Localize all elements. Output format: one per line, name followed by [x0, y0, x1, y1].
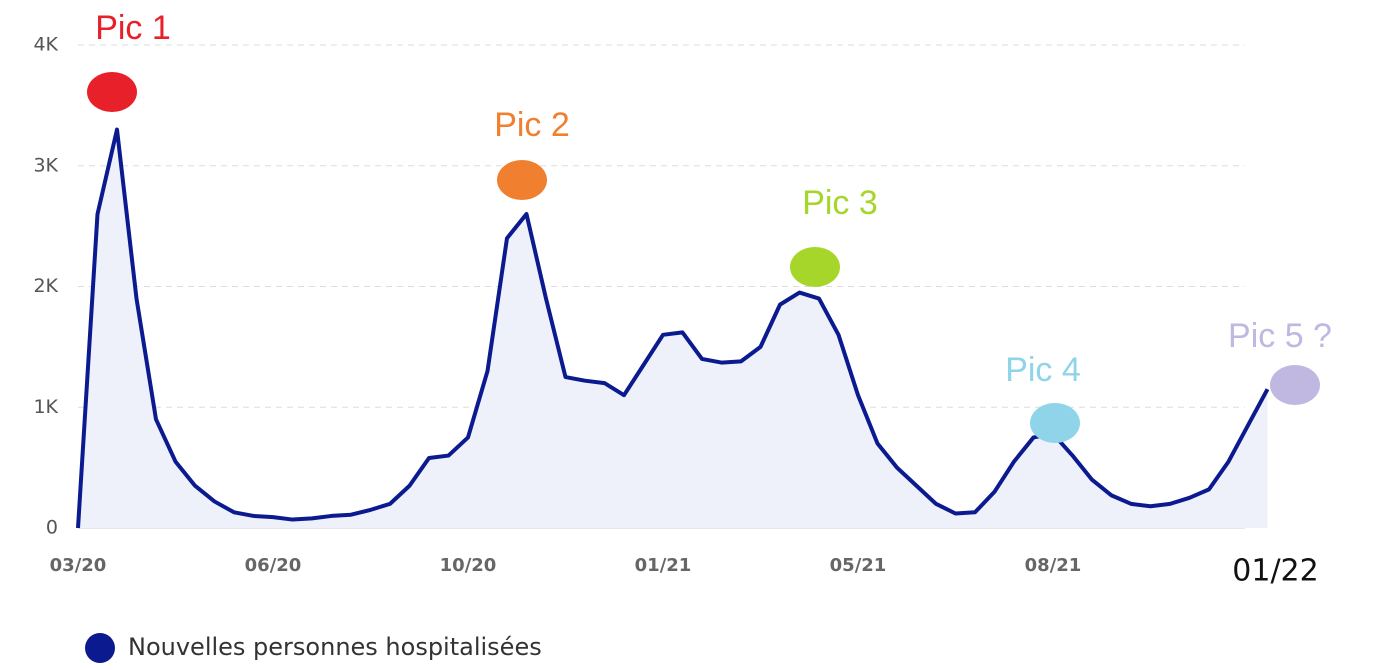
x-tick-label: 08/21: [1025, 555, 1082, 576]
legend-marker: [85, 633, 115, 663]
annotation: Pic 1: [95, 9, 171, 47]
annotation: Pic 5 ?: [1228, 317, 1332, 355]
legend-label: Nouvelles personnes hospitalisées: [128, 633, 542, 661]
annotation: Pic 3: [802, 184, 878, 222]
y-tick-label: 1K: [33, 396, 58, 418]
annotation: Pic 4: [1005, 351, 1081, 389]
x-tick-label: 10/20: [440, 555, 497, 576]
peak-marker: [497, 160, 547, 200]
x-tick-label: 01/21: [635, 555, 692, 576]
peak-marker: [790, 247, 840, 287]
y-tick-label: 0: [46, 517, 58, 539]
line: [76, 127, 1270, 529]
peak-marker: [1030, 403, 1080, 443]
x-tick-label: 06/20: [245, 555, 302, 576]
x-tick-label: 03/20: [50, 555, 107, 576]
y-tick-label: 2K: [33, 275, 58, 297]
annotation: Pic 2: [494, 106, 570, 144]
x-tick-label: 05/21: [830, 555, 887, 576]
y-tick-label: 4K: [33, 34, 58, 56]
y-tick-label: 3K: [33, 154, 58, 176]
x-tick-label: 01/22: [1232, 554, 1318, 589]
peak-marker: [87, 72, 137, 112]
area: [78, 129, 1268, 528]
peak-marker: [1270, 365, 1320, 405]
